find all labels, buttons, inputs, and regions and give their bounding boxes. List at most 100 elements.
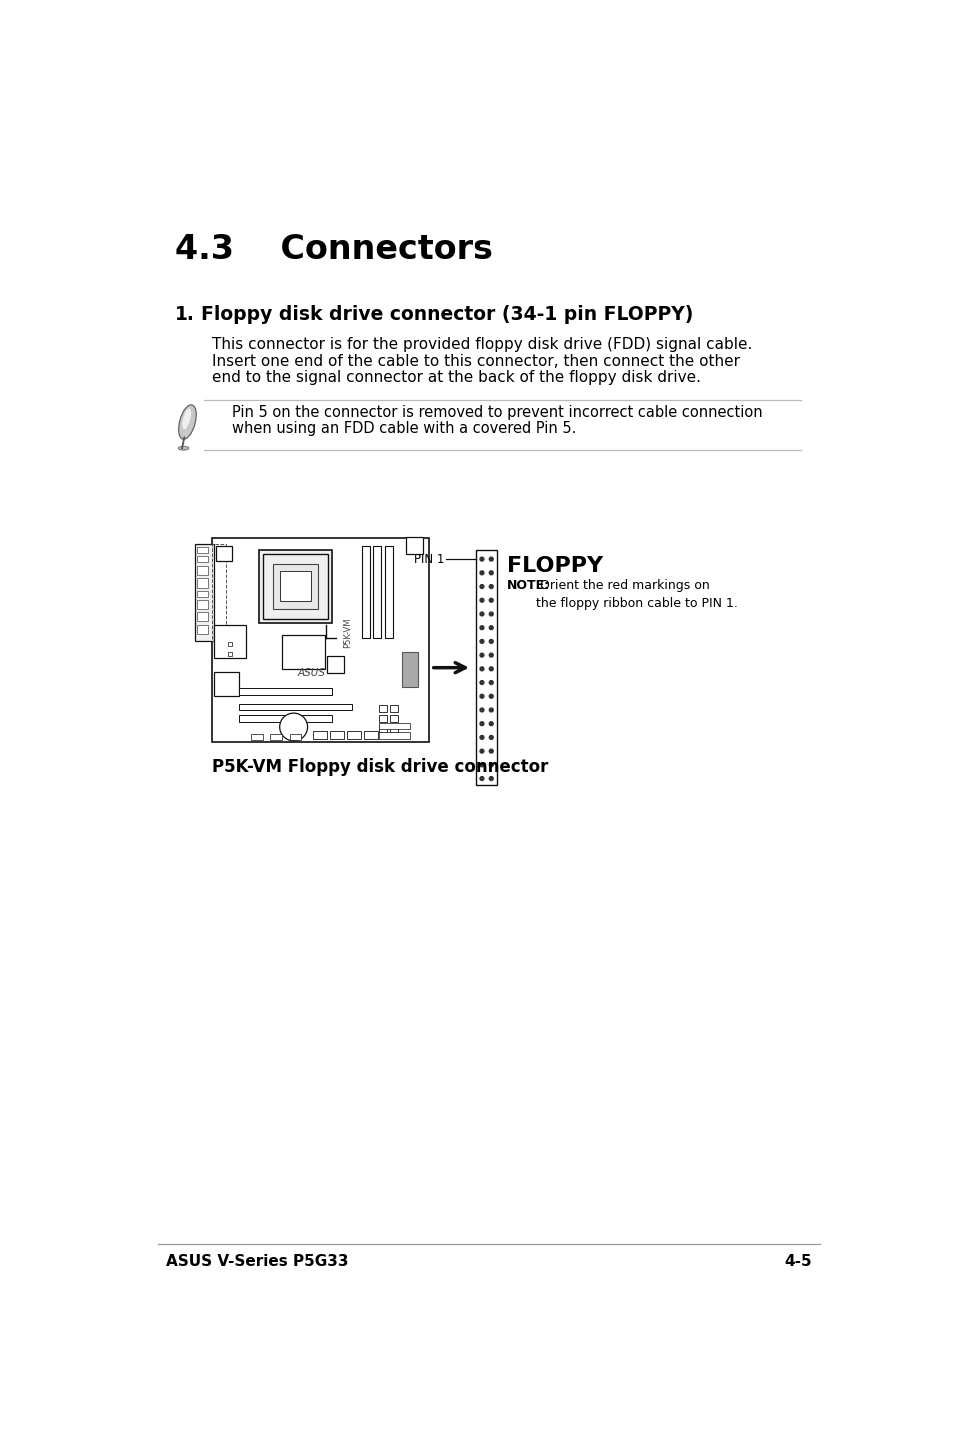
Circle shape <box>489 598 493 603</box>
Bar <box>239 703 352 710</box>
Bar <box>213 626 246 657</box>
Bar <box>390 705 397 712</box>
Bar <box>373 546 381 638</box>
Circle shape <box>489 640 493 643</box>
Bar <box>196 600 208 610</box>
Circle shape <box>279 713 307 741</box>
Bar <box>216 546 232 561</box>
Circle shape <box>489 653 493 657</box>
Circle shape <box>489 557 493 561</box>
Text: ASUS V-Series P5G33: ASUS V-Series P5G33 <box>166 1254 348 1268</box>
Bar <box>390 715 397 722</box>
Circle shape <box>479 777 483 781</box>
Circle shape <box>479 735 483 739</box>
Circle shape <box>479 598 483 603</box>
Text: Pin 5 on the connector is removed to prevent incorrect cable connection: Pin 5 on the connector is removed to pre… <box>232 406 761 420</box>
Circle shape <box>479 585 483 588</box>
Bar <box>196 578 208 588</box>
Bar <box>330 731 344 739</box>
Bar <box>378 705 387 712</box>
Bar <box>378 715 387 722</box>
Circle shape <box>489 626 493 630</box>
Circle shape <box>489 585 493 588</box>
Bar <box>212 545 226 641</box>
Bar <box>402 653 417 687</box>
Bar <box>196 591 208 597</box>
Text: 4-5: 4-5 <box>783 1254 811 1268</box>
Circle shape <box>479 613 483 615</box>
Bar <box>213 672 238 696</box>
Text: P5K-VM: P5K-VM <box>343 617 352 647</box>
Circle shape <box>489 571 493 575</box>
Circle shape <box>479 680 483 684</box>
Circle shape <box>489 695 493 699</box>
Bar <box>270 733 282 741</box>
Text: Orient the red markings on
the floppy ribbon cable to PIN 1.: Orient the red markings on the floppy ri… <box>536 580 738 610</box>
Circle shape <box>489 613 493 615</box>
Circle shape <box>479 557 483 561</box>
Bar <box>378 723 410 729</box>
Circle shape <box>479 667 483 670</box>
Ellipse shape <box>178 406 196 439</box>
Bar <box>262 554 328 620</box>
Circle shape <box>479 626 483 630</box>
Bar <box>239 716 332 722</box>
Bar <box>378 732 410 739</box>
Circle shape <box>479 653 483 657</box>
Circle shape <box>489 722 493 726</box>
Ellipse shape <box>182 408 191 430</box>
Bar <box>228 643 232 646</box>
Bar <box>196 557 208 562</box>
Circle shape <box>489 764 493 766</box>
Circle shape <box>489 735 493 739</box>
Bar <box>273 564 318 610</box>
Bar <box>364 731 377 739</box>
Bar <box>390 725 397 732</box>
Bar <box>385 546 393 638</box>
Bar <box>406 536 422 554</box>
Circle shape <box>479 749 483 754</box>
Circle shape <box>489 707 493 712</box>
Text: 4.3    Connectors: 4.3 Connectors <box>174 233 493 266</box>
Text: Insert one end of the cable to this connector, then connect the other: Insert one end of the cable to this conn… <box>212 354 740 368</box>
Text: PIN 1: PIN 1 <box>414 552 444 565</box>
Bar <box>228 653 232 656</box>
Bar <box>313 731 327 739</box>
Text: This connector is for the provided floppy disk drive (FDD) signal cable.: This connector is for the provided flopp… <box>212 338 752 352</box>
Circle shape <box>479 571 483 575</box>
Bar <box>280 571 311 601</box>
Circle shape <box>489 777 493 781</box>
Circle shape <box>479 722 483 726</box>
Bar <box>196 546 208 554</box>
Text: FLOPPY: FLOPPY <box>506 557 602 577</box>
Circle shape <box>489 667 493 670</box>
Circle shape <box>479 695 483 699</box>
Bar <box>196 624 208 634</box>
Bar <box>327 656 344 673</box>
Bar <box>476 549 497 785</box>
Circle shape <box>489 749 493 754</box>
Bar <box>212 538 429 742</box>
Bar <box>290 733 301 741</box>
Bar <box>196 613 208 621</box>
Circle shape <box>479 640 483 643</box>
Bar <box>239 689 332 695</box>
Circle shape <box>479 707 483 712</box>
Bar <box>258 549 332 623</box>
Bar <box>282 634 324 669</box>
Text: 1.: 1. <box>174 305 194 324</box>
Bar <box>347 731 360 739</box>
Text: NOTE:: NOTE: <box>506 580 549 592</box>
Text: end to the signal connector at the back of the floppy disk drive.: end to the signal connector at the back … <box>212 370 700 385</box>
Ellipse shape <box>178 446 189 450</box>
Circle shape <box>479 764 483 766</box>
Circle shape <box>489 680 493 684</box>
Text: Floppy disk drive connector (34‑1 pin FLOPPY): Floppy disk drive connector (34‑1 pin FL… <box>200 305 692 324</box>
Text: P5K-VM Floppy disk drive connector: P5K-VM Floppy disk drive connector <box>212 758 548 775</box>
Bar <box>378 725 387 732</box>
Bar <box>195 545 213 641</box>
Bar <box>196 567 208 575</box>
Bar <box>251 733 262 741</box>
Text: ASUS: ASUS <box>297 669 325 679</box>
Bar <box>361 546 369 638</box>
